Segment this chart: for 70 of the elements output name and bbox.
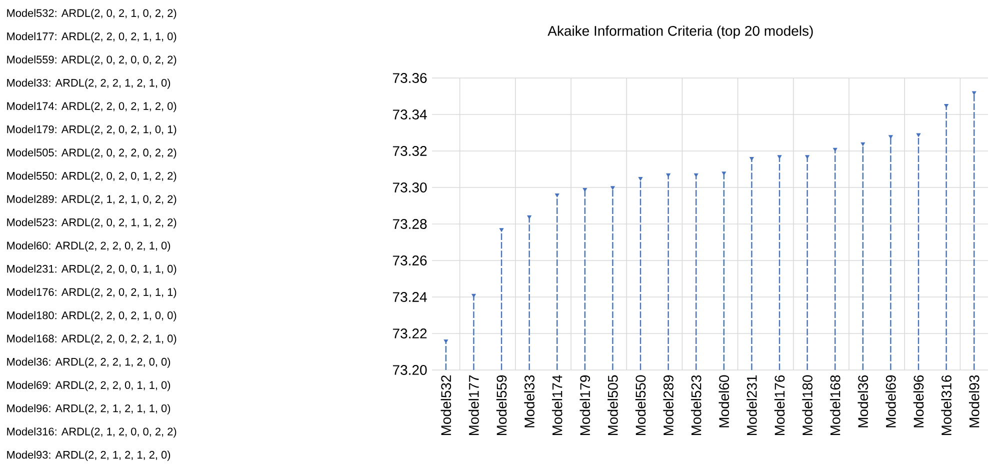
text: Model180: ARDL(2, 2, 0, 2, 1, 0, 0): [7, 311, 176, 322]
text: Model316: ARDL(2, 1, 2, 0, 0, 2, 2): [7, 427, 176, 438]
chart-title: Akaike Information Criteria (top 20 models): [548, 26, 813, 39]
x-tick-label: Model550: [635, 375, 646, 436]
x-tick-label: Model231: [746, 375, 757, 436]
x-tick-label: Model505: [608, 375, 618, 436]
point: [916, 133, 920, 137]
y-tick-label: 73.22: [392, 328, 427, 338]
point: [444, 339, 448, 343]
point: [805, 155, 810, 159]
point: [666, 173, 670, 177]
text: Model36: ARDL(2, 2, 2, 1, 2, 0, 0): [7, 358, 170, 368]
x-tick-label: Model532: [440, 375, 452, 436]
x-tick-label: Model179: [580, 375, 590, 436]
point: [638, 177, 642, 180]
x-tick-label: Model180: [802, 375, 812, 436]
text: Model550: ARDL(2, 0, 2, 0, 1, 2, 2): [7, 172, 176, 182]
x-tick-label: Model69: [886, 375, 896, 428]
point: [610, 186, 615, 190]
text: Model93: ARDL(2, 2, 1, 2, 1, 2, 0): [7, 450, 170, 461]
y-tick-label: 73.36: [392, 73, 427, 83]
x-tick-label: Model60: [718, 375, 730, 428]
point: [527, 215, 532, 219]
y-tick-label: 73.30: [392, 182, 427, 192]
text: Model60: ARDL(2, 2, 2, 0, 2, 1, 0): [7, 241, 170, 252]
text: Model532: ARDL(2, 0, 2, 1, 0, 2, 2): [7, 8, 176, 20]
text: Model177: ARDL(2, 2, 0, 2, 1, 1, 0): [7, 32, 176, 42]
y-tick-label: 73.32: [392, 146, 427, 156]
point: [500, 228, 504, 232]
x-tick-label: Model316: [941, 375, 952, 436]
x-tick-label: Model289: [663, 375, 674, 436]
text: Model176: ARDL(2, 2, 0, 2, 1, 1, 1): [7, 288, 176, 298]
point: [861, 142, 865, 146]
point: [555, 193, 559, 197]
text: Model505: ARDL(2, 0, 2, 2, 0, 2, 2): [7, 148, 176, 159]
point: [833, 148, 837, 152]
y-tick-label: 73.26: [392, 256, 427, 266]
text: Model69: ARDL(2, 2, 2, 0, 1, 1, 0): [7, 380, 170, 392]
point: [472, 294, 476, 298]
x-tick-label: Model523: [690, 375, 702, 436]
text: Model168: ARDL(2, 2, 0, 2, 2, 1, 0): [7, 334, 176, 345]
x-tick-label: Model33: [524, 375, 534, 428]
x-tick-label: Model174: [552, 375, 562, 436]
text: Model559: ARDL(2, 0, 2, 0, 0, 2, 2): [7, 55, 176, 66]
text: Model174: ARDL(2, 2, 0, 2, 1, 2, 0): [7, 102, 176, 112]
x-tick-label: Model36: [858, 375, 868, 428]
point: [972, 91, 976, 95]
x-tick-label: Model176: [774, 375, 785, 436]
x-tick-label: Model177: [468, 375, 479, 436]
y-tick-label: 73.20: [392, 365, 427, 375]
x-tick-label: Model559: [496, 375, 507, 436]
text: Model179: ARDL(2, 2, 0, 2, 1, 0, 1): [7, 125, 176, 136]
text: Model96: ARDL(2, 2, 1, 2, 1, 1, 0): [7, 404, 170, 414]
point: [750, 156, 754, 160]
point: [722, 172, 726, 175]
x-tick-label: Model93: [968, 375, 980, 428]
point: [778, 155, 782, 159]
text: Model523: ARDL(2, 0, 2, 1, 1, 2, 2): [7, 218, 176, 228]
text: Model33: ARDL(2, 2, 2, 1, 2, 1, 0): [7, 78, 170, 89]
point: [888, 135, 893, 138]
x-tick-label: Model96: [913, 375, 924, 428]
y-tick-label: 73.24: [392, 292, 427, 302]
point: [583, 188, 587, 192]
text: Model231: ARDL(2, 2, 0, 0, 1, 1, 0): [7, 264, 176, 275]
x-tick-label: Model168: [830, 375, 840, 436]
y-tick-label: 73.28: [392, 219, 427, 229]
text: Model289: ARDL(2, 1, 2, 1, 0, 2, 2): [7, 194, 176, 206]
point: [694, 173, 698, 177]
point: [944, 104, 948, 108]
y-tick-label: 73.34: [392, 110, 427, 120]
